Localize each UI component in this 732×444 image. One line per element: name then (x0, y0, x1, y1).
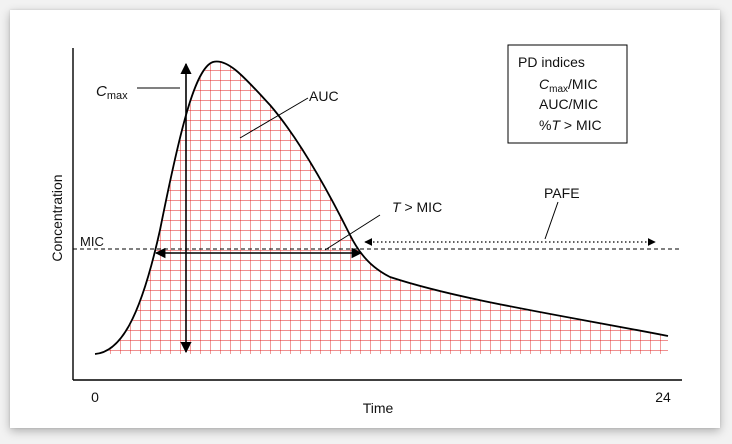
x-axis-label: Time (363, 400, 394, 416)
pd-indices-title: PD indices (518, 54, 585, 70)
auc-leader (239, 97, 309, 139)
pd-indices-frame (507, 44, 628, 144)
pd-index-auc-mic: AUC/MIC (539, 96, 598, 112)
x-tick-0: 0 (91, 389, 99, 405)
pd-index-t-mic: %T > MIC (539, 117, 602, 133)
concentration-curve (94, 60, 669, 355)
pd-indices-box: PD indices Cmax/MIC AUC/MIC %T > MIC (507, 44, 628, 144)
pd-index-cmax-mic: Cmax/MIC (539, 76, 598, 95)
cmax-label: Cmax (96, 83, 128, 102)
auc-label: AUC (309, 88, 339, 104)
pafe-leader (544, 201, 559, 240)
t-mic-label: T > MIC (392, 199, 442, 215)
x-tick-24: 24 (655, 389, 671, 405)
t-mic-leader (324, 214, 381, 251)
pafe-label: PAFE (544, 185, 580, 201)
mic-label: MIC (80, 234, 104, 249)
y-axis-label: Concentration (49, 174, 65, 261)
